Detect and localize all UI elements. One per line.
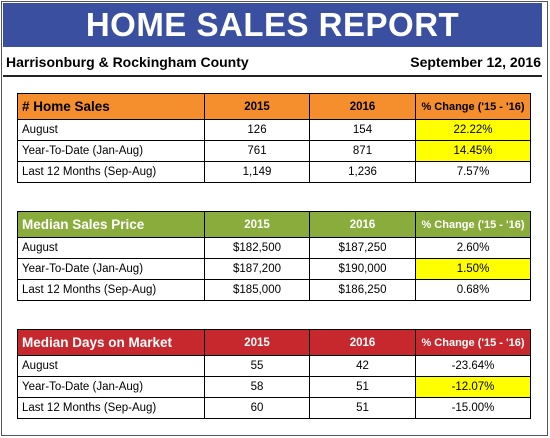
column-header-2016: 2016 bbox=[309, 93, 416, 120]
column-header-change: % Change ('15 - '16) bbox=[415, 93, 531, 120]
value-2015: 126 bbox=[204, 119, 310, 141]
table-row: Last 12 Months (Sep-Aug) 1,149 1,236 7.5… bbox=[17, 161, 531, 183]
value-2016: 871 bbox=[309, 140, 416, 162]
percent-change: 7.57% bbox=[415, 161, 531, 183]
column-header-2016: 2016 bbox=[309, 329, 416, 356]
row-label: Last 12 Months (Sep-Aug) bbox=[17, 161, 205, 183]
row-label: Year-To-Date (Jan-Aug) bbox=[17, 140, 205, 162]
percent-change: 14.45% bbox=[415, 140, 531, 162]
value-2016: 1,236 bbox=[309, 161, 416, 183]
row-label: Last 12 Months (Sep-Aug) bbox=[17, 397, 205, 419]
percent-change: -23.64% bbox=[415, 355, 531, 377]
report-date: September 12, 2016 bbox=[410, 54, 541, 70]
table-row: August 55 42 -23.64% bbox=[17, 355, 531, 377]
region-label: Harrisonburg & Rockingham County bbox=[6, 54, 249, 70]
table-row: Last 12 Months (Sep-Aug) 60 51 -15.00% bbox=[17, 397, 531, 419]
report-subheader: Harrisonburg & Rockingham County Septemb… bbox=[6, 51, 541, 73]
percent-change: 0.68% bbox=[415, 279, 531, 301]
table-row: August $182,500 $187,250 2.60% bbox=[17, 237, 531, 259]
row-label: Last 12 Months (Sep-Aug) bbox=[17, 279, 205, 301]
value-2015: 761 bbox=[204, 140, 310, 162]
value-2015: $187,200 bbox=[204, 258, 310, 280]
column-header-2015: 2015 bbox=[204, 93, 310, 120]
value-2016: 154 bbox=[309, 119, 416, 141]
column-header-change: % Change ('15 - '16) bbox=[415, 329, 531, 356]
value-2016: $190,000 bbox=[309, 258, 416, 280]
table-row: Last 12 Months (Sep-Aug) $185,000 $186,2… bbox=[17, 279, 531, 301]
value-2015: 60 bbox=[204, 397, 310, 419]
value-2016: 51 bbox=[309, 376, 416, 398]
percent-change: 2.60% bbox=[415, 237, 531, 259]
percent-change: 22.22% bbox=[415, 119, 531, 141]
row-label: Year-To-Date (Jan-Aug) bbox=[17, 258, 205, 280]
column-header-2015: 2015 bbox=[204, 211, 310, 238]
table-title: Median Sales Price bbox=[17, 211, 205, 238]
column-header-change: % Change ('15 - '16) bbox=[415, 211, 531, 238]
median-days-on-market-table: Median Days on Market 2015 2016 % Change… bbox=[17, 329, 531, 419]
table-header-row: # Home Sales 2015 2016 % Change ('15 - '… bbox=[17, 93, 531, 120]
table-row: Year-To-Date (Jan-Aug) $187,200 $190,000… bbox=[17, 258, 531, 280]
median-sales-price-table: Median Sales Price 2015 2016 % Change ('… bbox=[17, 211, 531, 301]
value-2015: $182,500 bbox=[204, 237, 310, 259]
column-header-2015: 2015 bbox=[204, 329, 310, 356]
table-row: August 126 154 22.22% bbox=[17, 119, 531, 141]
value-2016: $186,250 bbox=[309, 279, 416, 301]
value-2015: $185,000 bbox=[204, 279, 310, 301]
home-sales-table: # Home Sales 2015 2016 % Change ('15 - '… bbox=[17, 93, 531, 183]
value-2016: $187,250 bbox=[309, 237, 416, 259]
report-title: HOME SALES REPORT bbox=[3, 3, 542, 47]
table-title: # Home Sales bbox=[17, 93, 205, 120]
row-label: August bbox=[17, 355, 205, 377]
column-header-2016: 2016 bbox=[309, 211, 416, 238]
row-label: August bbox=[17, 237, 205, 259]
value-2016: 51 bbox=[309, 397, 416, 419]
row-label: August bbox=[17, 119, 205, 141]
value-2015: 55 bbox=[204, 355, 310, 377]
value-2016: 42 bbox=[309, 355, 416, 377]
table-row: Year-To-Date (Jan-Aug) 761 871 14.45% bbox=[17, 140, 531, 162]
percent-change: -15.00% bbox=[415, 397, 531, 419]
header-divider bbox=[3, 75, 542, 77]
value-2015: 58 bbox=[204, 376, 310, 398]
table-header-row: Median Days on Market 2015 2016 % Change… bbox=[17, 329, 531, 356]
row-label: Year-To-Date (Jan-Aug) bbox=[17, 376, 205, 398]
percent-change: -12.07% bbox=[415, 376, 531, 398]
table-title: Median Days on Market bbox=[17, 329, 205, 356]
table-header-row: Median Sales Price 2015 2016 % Change ('… bbox=[17, 211, 531, 238]
value-2015: 1,149 bbox=[204, 161, 310, 183]
table-row: Year-To-Date (Jan-Aug) 58 51 -12.07% bbox=[17, 376, 531, 398]
percent-change: 1.50% bbox=[415, 258, 531, 280]
